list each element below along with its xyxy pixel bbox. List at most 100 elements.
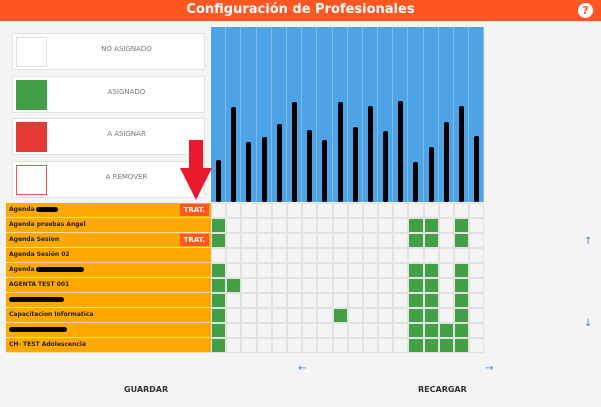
scroll-right-icon[interactable]: → [485,363,494,374]
unassigned-cell[interactable] [438,293,454,308]
assigned-cell[interactable] [454,233,470,248]
assigned-cell[interactable] [423,338,439,353]
unassigned-cell[interactable] [271,218,287,233]
unassigned-cell[interactable] [302,323,318,338]
unassigned-cell[interactable] [469,248,485,263]
unassigned-cell[interactable] [362,263,379,278]
unassigned-cell[interactable] [378,218,394,233]
unassigned-cell[interactable] [317,278,333,293]
assigned-cell[interactable] [226,278,242,293]
unassigned-cell[interactable] [438,263,454,278]
unassigned-cell[interactable] [241,248,257,263]
unassigned-cell[interactable] [454,248,470,263]
unassigned-cell[interactable] [423,248,439,263]
assigned-cell[interactable] [211,293,227,308]
unassigned-cell[interactable] [347,203,363,218]
unassigned-cell[interactable] [286,323,303,338]
professional-column-header[interactable] [469,27,485,202]
assigned-cell[interactable] [454,263,470,278]
help-icon[interactable]: ? [578,3,593,18]
unassigned-cell[interactable] [393,248,409,263]
unassigned-cell[interactable] [393,218,409,233]
unassigned-cell[interactable] [256,308,272,323]
unassigned-cell[interactable] [362,323,379,338]
unassigned-cell[interactable] [286,248,303,263]
unassigned-cell[interactable] [332,233,348,248]
professional-column-header[interactable] [211,27,227,202]
unassigned-cell[interactable] [332,203,348,218]
reload-button[interactable]: RECARGAR [418,385,467,394]
unassigned-cell[interactable] [469,278,485,293]
unassigned-cell[interactable] [226,323,242,338]
unassigned-cell[interactable] [241,278,257,293]
unassigned-cell[interactable] [347,293,363,308]
unassigned-cell[interactable] [271,263,287,278]
unassigned-cell[interactable] [469,338,485,353]
assigned-cell[interactable] [423,233,439,248]
unassigned-cell[interactable] [393,203,409,218]
unassigned-cell[interactable] [347,338,363,353]
assigned-cell[interactable] [211,263,227,278]
unassigned-cell[interactable] [211,248,227,263]
unassigned-cell[interactable] [302,338,318,353]
unassigned-cell[interactable] [286,263,303,278]
unassigned-cell[interactable] [362,203,379,218]
unassigned-cell[interactable] [256,293,272,308]
unassigned-cell[interactable] [271,233,287,248]
unassigned-cell[interactable] [317,323,333,338]
professional-column-header[interactable] [347,27,363,202]
unassigned-cell[interactable] [347,263,363,278]
unassigned-cell[interactable] [286,203,303,218]
unassigned-cell[interactable] [469,233,485,248]
agenda-row-label[interactable]: Agenda [6,263,211,278]
assigned-cell[interactable] [211,338,227,353]
assigned-cell[interactable] [454,218,470,233]
unassigned-cell[interactable] [378,338,394,353]
unassigned-cell[interactable] [332,263,348,278]
unassigned-cell[interactable] [317,263,333,278]
agenda-row-label[interactable]: Agenda TRAT. [6,203,211,218]
unassigned-cell[interactable] [393,338,409,353]
assigned-cell[interactable] [423,293,439,308]
unassigned-cell[interactable] [226,248,242,263]
unassigned-cell[interactable] [347,278,363,293]
unassigned-cell[interactable] [286,338,303,353]
assigned-cell[interactable] [454,338,470,353]
unassigned-cell[interactable] [362,218,379,233]
professional-column-header[interactable] [454,27,470,202]
unassigned-cell[interactable] [226,338,242,353]
unassigned-cell[interactable] [469,263,485,278]
professional-column-header[interactable] [226,27,242,202]
assigned-cell[interactable] [211,233,227,248]
unassigned-cell[interactable] [438,308,454,323]
agenda-row-label[interactable]: AGENTA TEST 001 [6,278,211,293]
unassigned-cell[interactable] [271,338,287,353]
assigned-cell[interactable] [454,293,470,308]
professional-column-header[interactable] [393,27,409,202]
unassigned-cell[interactable] [317,338,333,353]
unassigned-cell[interactable] [302,308,318,323]
assigned-cell[interactable] [408,323,424,338]
assigned-cell[interactable] [423,278,439,293]
unassigned-cell[interactable] [226,218,242,233]
unassigned-cell[interactable] [469,203,485,218]
assigned-cell[interactable] [438,338,454,353]
unassigned-cell[interactable] [469,293,485,308]
trat-badge-button[interactable]: TRAT. [179,204,209,216]
unassigned-cell[interactable] [362,308,379,323]
unassigned-cell[interactable] [302,293,318,308]
unassigned-cell[interactable] [302,278,318,293]
unassigned-cell[interactable] [393,263,409,278]
unassigned-cell[interactable] [256,338,272,353]
unassigned-cell[interactable] [271,293,287,308]
unassigned-cell[interactable] [378,278,394,293]
agenda-row-label[interactable] [6,293,211,308]
unassigned-cell[interactable] [317,218,333,233]
unassigned-cell[interactable] [438,218,454,233]
assigned-cell[interactable] [332,308,348,323]
unassigned-cell[interactable] [241,293,257,308]
unassigned-cell[interactable] [454,203,470,218]
unassigned-cell[interactable] [378,248,394,263]
unassigned-cell[interactable] [393,278,409,293]
unassigned-cell[interactable] [362,338,379,353]
